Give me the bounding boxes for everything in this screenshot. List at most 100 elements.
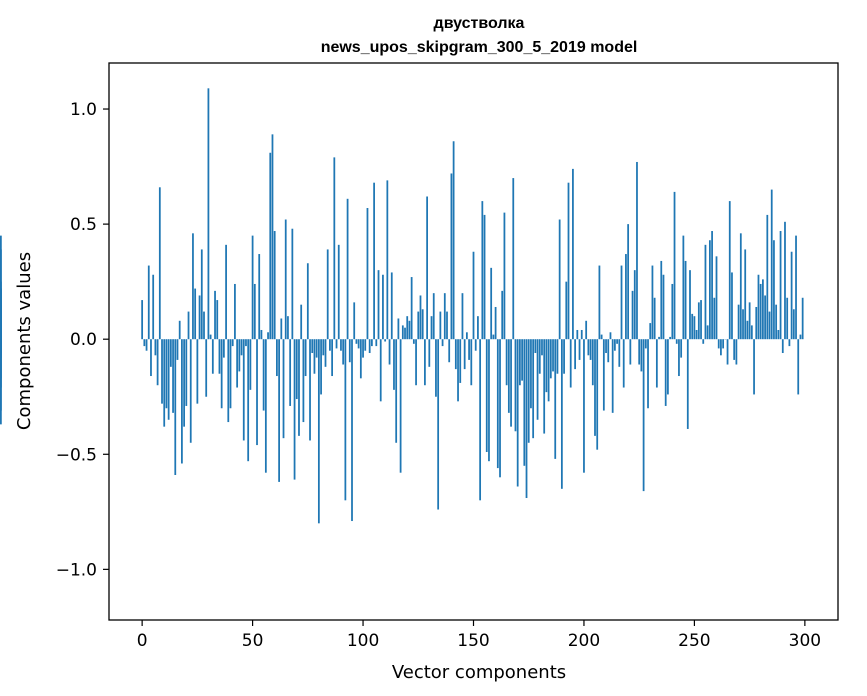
bar	[234, 283, 236, 340]
bar	[178, 320, 181, 340]
bar	[680, 339, 683, 358]
bar	[481, 201, 484, 340]
bar	[594, 339, 596, 436]
bar	[521, 339, 523, 381]
bar	[194, 288, 197, 340]
bar	[682, 235, 685, 340]
bar	[245, 339, 247, 347]
bar	[276, 339, 278, 377]
bar	[618, 339, 621, 367]
bar	[167, 339, 170, 420]
bar	[569, 339, 572, 388]
bar	[629, 339, 632, 365]
bar	[205, 339, 208, 397]
bar	[399, 339, 402, 473]
bar	[337, 244, 340, 340]
y-tick-label: 0.5	[70, 215, 97, 235]
bar	[313, 339, 316, 374]
bar	[693, 316, 696, 340]
bar	[691, 313, 694, 340]
x-axis-label: Vector components	[392, 662, 566, 683]
bar	[324, 339, 327, 367]
bar	[512, 178, 515, 340]
bar	[231, 339, 234, 347]
bar	[726, 339, 729, 365]
bar	[541, 339, 543, 356]
bar	[717, 339, 720, 349]
bar	[417, 311, 420, 340]
bar	[795, 235, 797, 340]
bar	[450, 173, 453, 340]
bar	[605, 339, 607, 354]
bar	[271, 134, 274, 340]
bar	[748, 302, 751, 340]
bar	[775, 304, 778, 340]
bar	[560, 339, 563, 489]
bar	[435, 339, 437, 397]
bar	[439, 311, 442, 340]
bar	[421, 309, 424, 340]
bar	[607, 339, 610, 363]
bar	[240, 339, 243, 356]
bar	[203, 311, 205, 340]
bar	[192, 233, 194, 340]
bar	[384, 339, 387, 342]
bar	[494, 306, 497, 340]
bar	[479, 339, 482, 501]
bar	[530, 339, 532, 409]
bar	[293, 339, 296, 480]
bar	[364, 339, 367, 351]
bar	[406, 316, 409, 340]
bar	[600, 334, 603, 340]
bar	[620, 265, 623, 340]
bar	[565, 281, 568, 340]
bar	[651, 265, 654, 340]
bar	[746, 320, 749, 340]
bar	[249, 339, 252, 390]
bar	[510, 339, 512, 427]
bar	[333, 157, 336, 340]
bar	[779, 231, 782, 340]
bar	[799, 334, 802, 340]
bar	[366, 208, 369, 340]
y-tick-label: −1.0	[56, 560, 97, 580]
bar	[189, 339, 192, 443]
bar	[306, 263, 309, 340]
bar	[282, 339, 285, 439]
bar	[342, 339, 345, 365]
bar	[589, 339, 592, 360]
bar	[443, 293, 446, 340]
y-tick-label: −0.5	[56, 445, 97, 465]
bar	[150, 339, 152, 377]
bar	[766, 214, 769, 340]
bar	[412, 339, 415, 344]
bar	[415, 339, 417, 386]
bar	[689, 270, 691, 340]
bar	[187, 311, 190, 340]
bar	[762, 279, 764, 340]
bar	[247, 339, 250, 462]
bar	[715, 256, 718, 340]
bar	[558, 219, 561, 340]
bar	[477, 316, 479, 340]
bar	[662, 274, 665, 340]
bar	[426, 196, 428, 340]
bar	[764, 295, 766, 340]
bar	[298, 339, 300, 436]
bar	[256, 339, 258, 446]
bar	[591, 339, 594, 386]
bar	[326, 249, 329, 340]
bar	[757, 274, 760, 340]
bar	[792, 309, 795, 340]
bar	[353, 302, 356, 340]
bar	[587, 339, 590, 356]
bar	[545, 339, 548, 393]
bar	[631, 290, 634, 340]
plot-frame	[108, 62, 839, 621]
bar	[549, 339, 552, 379]
bar	[768, 311, 771, 340]
bar	[784, 221, 786, 340]
bar	[514, 339, 517, 432]
bar	[329, 339, 331, 351]
bar	[627, 224, 630, 340]
